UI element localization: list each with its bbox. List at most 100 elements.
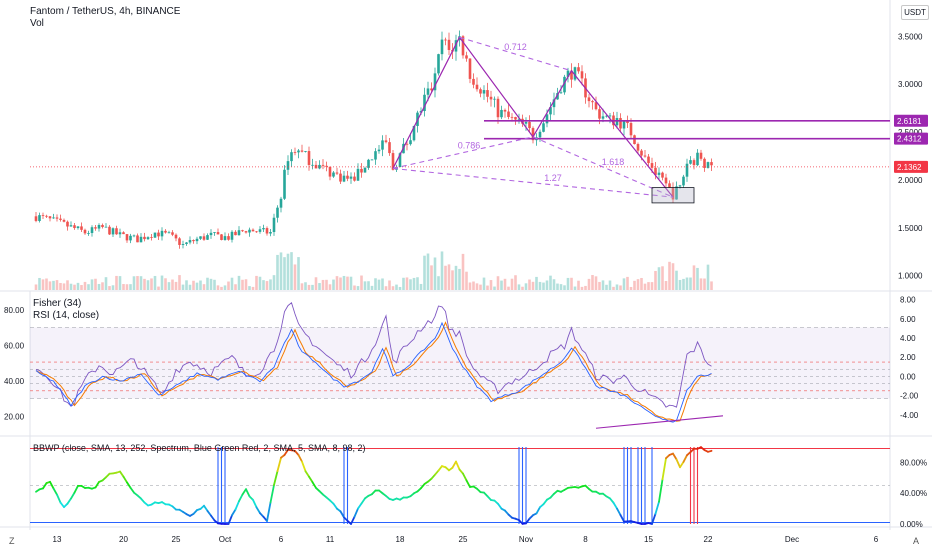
pattern-leg	[393, 37, 673, 197]
volume-bar	[297, 257, 300, 290]
candle-body	[476, 85, 479, 90]
volume-bar	[98, 284, 101, 290]
bbwp-tick-label: 0.00%	[900, 520, 923, 529]
bbwp-segment	[239, 495, 243, 502]
price-tick-label: 1.5000	[898, 224, 923, 233]
volume-bar	[360, 276, 363, 290]
candle-body	[35, 216, 38, 221]
volume-bar	[262, 280, 265, 290]
volume-bar	[108, 286, 111, 290]
candle-body	[427, 88, 430, 94]
volume-bar	[304, 282, 307, 290]
candle-body	[647, 157, 650, 164]
candle-body	[304, 151, 307, 152]
volume-bar	[70, 284, 73, 290]
volume-bar	[325, 280, 328, 290]
fisher-rsi-pane	[30, 303, 890, 428]
price-tick-label: 3.5000	[898, 32, 923, 41]
time-tick-label: 6	[874, 535, 879, 544]
candle-body	[241, 230, 244, 231]
candle-body	[262, 228, 265, 229]
volume-bar	[59, 283, 62, 290]
bbwp-segment	[127, 482, 131, 487]
volume-bar	[245, 279, 248, 290]
volume-bar	[693, 265, 696, 290]
candle-body	[154, 233, 157, 238]
volume-bar	[476, 283, 479, 290]
volume-bar	[315, 277, 318, 290]
volume-bar	[115, 276, 118, 290]
volume-bar	[689, 278, 692, 290]
auto-scale-button[interactable]: A	[913, 536, 919, 546]
candle-body	[119, 232, 122, 234]
bbwp-legend: BBWP (close, SMA, 13, 252, Spectrum, Blu…	[33, 443, 365, 453]
volume-bar	[560, 284, 563, 290]
volume-bar	[434, 257, 437, 290]
volume-bar	[598, 282, 601, 290]
candle-body	[444, 40, 447, 41]
volume-bar	[444, 266, 447, 290]
volume-bar	[462, 254, 465, 290]
volume-bar	[101, 282, 104, 290]
bbwp-segment	[271, 485, 275, 503]
bbwp-segment	[313, 482, 317, 488]
volume-bar	[413, 278, 416, 290]
volume-bar	[675, 271, 678, 290]
candle-body	[80, 226, 83, 229]
volume-bar	[269, 279, 272, 290]
candle-body	[87, 233, 90, 234]
candle-body	[696, 153, 699, 165]
volume-bar	[595, 276, 598, 290]
volume-bar	[542, 283, 545, 290]
bbwp-segment	[355, 509, 359, 517]
currency-button[interactable]: USDT	[901, 5, 929, 20]
volume-bar	[294, 264, 297, 290]
volume-bar	[199, 280, 202, 290]
candle-body	[269, 232, 272, 234]
volume-bar	[280, 252, 283, 290]
candle-body	[185, 242, 188, 244]
bbwp-segment	[659, 479, 663, 501]
candle-body	[381, 140, 384, 149]
candle-body	[182, 244, 185, 245]
candle-body	[357, 169, 360, 181]
volume-bar	[217, 285, 220, 290]
bbwp-segment	[614, 503, 618, 509]
volume-bar	[175, 282, 178, 290]
candle-body	[693, 160, 696, 165]
candle-body	[350, 177, 353, 179]
volume-bar	[126, 284, 129, 290]
volume-bar	[644, 284, 647, 290]
volume-bar	[640, 278, 643, 290]
candle-body	[581, 71, 584, 78]
volume-bar	[399, 287, 402, 290]
candle-body	[178, 238, 181, 245]
candle-body	[294, 152, 297, 153]
candle-body	[238, 230, 241, 235]
bbwp-segment	[537, 507, 541, 513]
volume-bar	[479, 285, 482, 290]
bbwp-segment	[204, 506, 208, 511]
candle-body	[234, 232, 237, 235]
volume-bar	[318, 283, 321, 290]
volume-bar	[259, 277, 262, 290]
bbwp-segment	[257, 507, 261, 513]
candle-body	[479, 89, 482, 93]
volume-bar	[371, 286, 374, 290]
bbwp-segment	[124, 477, 128, 483]
volume-bars	[35, 251, 713, 290]
bbwp-segment	[267, 503, 271, 522]
volume-bar	[287, 254, 290, 290]
volume-bar	[385, 286, 388, 290]
volume-bar	[539, 282, 542, 290]
volume-bar	[255, 276, 258, 290]
candle-body	[280, 199, 283, 208]
candle-body	[105, 227, 108, 228]
candle-body	[161, 231, 164, 236]
volume-bar	[73, 285, 76, 290]
volume-bar	[182, 285, 185, 290]
volume-bar	[189, 285, 192, 290]
zoom-reset-button[interactable]: Z	[9, 536, 15, 546]
